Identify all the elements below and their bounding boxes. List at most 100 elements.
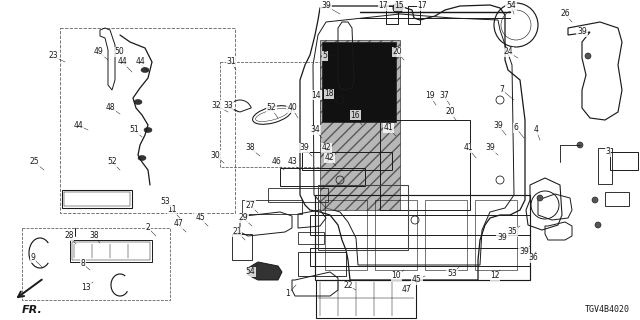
Text: 45: 45: [412, 276, 422, 284]
Bar: [610, 152, 638, 170]
Bar: [60, 28, 235, 213]
Text: 8: 8: [81, 260, 85, 268]
Text: 54: 54: [506, 2, 516, 11]
Bar: [310, 215, 530, 235]
Text: 5: 5: [323, 52, 328, 60]
Bar: [62, 190, 132, 208]
Text: 52: 52: [266, 103, 276, 113]
Bar: [302, 152, 392, 170]
Text: 3: 3: [605, 148, 611, 156]
Text: 4: 4: [534, 125, 538, 134]
Text: 17: 17: [417, 2, 427, 11]
Text: 39: 39: [497, 234, 507, 243]
Text: 41: 41: [383, 124, 393, 132]
Text: 39: 39: [577, 28, 587, 36]
Bar: [320, 40, 400, 210]
Text: 30: 30: [210, 150, 220, 159]
Text: 39: 39: [485, 143, 495, 153]
Text: 20: 20: [392, 47, 402, 57]
Text: 22: 22: [343, 282, 353, 291]
Bar: [325, 200, 367, 270]
Text: 39: 39: [519, 247, 529, 257]
Text: 42: 42: [324, 154, 334, 163]
Text: 37: 37: [439, 92, 449, 100]
Circle shape: [585, 53, 591, 59]
Text: 53: 53: [160, 197, 170, 206]
Bar: [598, 148, 612, 184]
Circle shape: [537, 195, 543, 201]
Ellipse shape: [134, 100, 142, 105]
Ellipse shape: [141, 68, 149, 73]
Bar: [386, 6, 398, 24]
Bar: [408, 6, 420, 24]
Text: 44: 44: [73, 121, 83, 130]
Text: 24: 24: [503, 47, 513, 57]
Text: 10: 10: [391, 271, 401, 281]
Text: 42: 42: [321, 143, 331, 153]
Text: 12: 12: [490, 271, 500, 281]
Text: 32: 32: [211, 100, 221, 109]
Text: 48: 48: [105, 102, 115, 111]
Text: 16: 16: [350, 110, 360, 119]
Text: 39: 39: [321, 2, 331, 11]
Text: 38: 38: [245, 143, 255, 153]
Text: 47: 47: [173, 220, 183, 228]
Text: 6: 6: [513, 124, 518, 132]
Bar: [322, 42, 396, 122]
Text: 41: 41: [463, 143, 473, 153]
Text: 44: 44: [135, 58, 145, 67]
Ellipse shape: [138, 156, 146, 161]
Text: 23: 23: [48, 52, 58, 60]
Text: 43: 43: [287, 157, 297, 166]
Bar: [220, 62, 320, 167]
Text: 45: 45: [195, 213, 205, 222]
Text: 15: 15: [394, 2, 404, 11]
Text: 20: 20: [445, 108, 455, 116]
Bar: [22, 228, 170, 300]
Text: 39: 39: [493, 121, 503, 130]
Bar: [316, 280, 416, 318]
Text: 17: 17: [378, 2, 388, 11]
Text: 38: 38: [89, 230, 99, 239]
Text: 52: 52: [107, 157, 117, 166]
Text: 44: 44: [117, 58, 127, 67]
Bar: [605, 192, 629, 206]
Text: 50: 50: [114, 47, 124, 57]
Text: 19: 19: [425, 92, 435, 100]
Text: 46: 46: [271, 157, 281, 166]
Bar: [425, 200, 467, 270]
Text: 26: 26: [560, 10, 570, 19]
Text: 2: 2: [146, 223, 150, 233]
Text: 31: 31: [226, 58, 236, 67]
Text: 28: 28: [64, 231, 74, 241]
Text: FR.: FR.: [22, 305, 42, 315]
Circle shape: [393, 3, 403, 13]
Circle shape: [595, 222, 601, 228]
Bar: [380, 120, 470, 210]
Bar: [72, 242, 150, 260]
Bar: [318, 185, 408, 250]
Bar: [298, 252, 346, 276]
Bar: [70, 240, 152, 262]
Text: 47: 47: [401, 285, 411, 294]
Text: 21: 21: [232, 228, 242, 236]
Bar: [242, 200, 302, 214]
Text: 39: 39: [299, 143, 309, 153]
Bar: [232, 234, 252, 260]
Text: 11: 11: [167, 205, 177, 214]
Bar: [298, 232, 324, 244]
Text: 54: 54: [245, 268, 255, 276]
Text: 25: 25: [29, 157, 39, 166]
Text: 33: 33: [223, 100, 233, 109]
Text: 27: 27: [245, 201, 255, 210]
Text: 34: 34: [310, 125, 320, 134]
Bar: [268, 188, 328, 202]
Text: 53: 53: [447, 269, 457, 278]
Bar: [280, 168, 365, 186]
Text: 13: 13: [81, 284, 91, 292]
Bar: [315, 195, 530, 280]
Ellipse shape: [144, 127, 152, 132]
Text: 49: 49: [94, 47, 104, 57]
Text: 1: 1: [285, 290, 291, 299]
Bar: [475, 200, 517, 270]
